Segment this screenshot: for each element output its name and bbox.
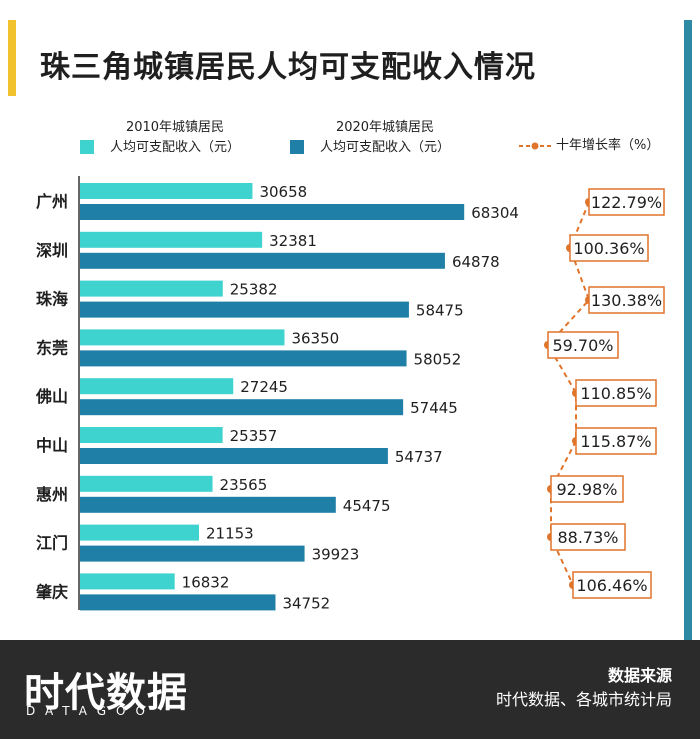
growth-box-8 — [572, 571, 652, 599]
footer-bar: 时代数据 DATAGOO 数据来源 时代数据、各城市统计局 — [0, 640, 700, 739]
growth-label-2: 130.38% — [591, 291, 662, 310]
bar-2010-5 — [80, 427, 223, 443]
bar-2020-3 — [80, 350, 407, 367]
category-label-1: 深圳 — [36, 241, 68, 260]
bar-label-2020-1: 64878 — [452, 253, 500, 271]
category-label-2: 珠海 — [36, 290, 68, 309]
category-label-4: 佛山 — [35, 387, 68, 406]
bar-2020-0 — [80, 204, 465, 220]
legend-label-2010-line2: 人均可支配收入（元） — [109, 140, 240, 155]
source-text: 时代数据、各城市统计局 — [495, 690, 672, 709]
bar-label-2020-0: 68304 — [471, 204, 519, 222]
category-label-5: 中山 — [36, 436, 68, 455]
bar-label-2010-3: 36350 — [291, 329, 339, 347]
bar-2020-5 — [80, 448, 388, 464]
bar-2020-2 — [80, 301, 409, 318]
bar-2010-6 — [80, 475, 213, 492]
growth-label-6: 92.98% — [556, 480, 617, 499]
bar-2010-2 — [80, 280, 223, 297]
category-label-7: 江门 — [36, 534, 68, 553]
bar-label-2020-5: 54737 — [395, 448, 443, 466]
bar-label-2010-4: 27245 — [240, 378, 288, 396]
legend-swatch-2010 — [80, 140, 94, 154]
growth-label-5: 115.87% — [580, 432, 651, 451]
legend-label-2020-line1: 2020年城镇居民 — [335, 120, 435, 135]
legend-label-growth: 十年增长率（%） — [556, 138, 660, 153]
bar-2010-0 — [80, 183, 253, 199]
bar-2010-1 — [80, 231, 263, 248]
bar-label-2010-8: 16832 — [182, 573, 230, 591]
growth-box-1 — [569, 234, 649, 262]
bar-2010-8 — [80, 573, 175, 590]
right-edge-bar — [684, 20, 692, 640]
brand-logo: 时代数据 — [24, 670, 188, 716]
bar-2010-3 — [80, 329, 285, 346]
category-label-0: 广州 — [36, 192, 68, 211]
bar-2020-7 — [80, 545, 305, 562]
bar-label-2010-7: 21153 — [206, 525, 254, 543]
title-accent-bar — [8, 20, 16, 96]
growth-label-3: 59.70% — [552, 336, 613, 355]
bar-label-2010-6: 23565 — [220, 476, 268, 494]
growth-label-1: 100.36% — [573, 239, 644, 258]
growth-label-4: 110.85% — [580, 384, 651, 403]
bar-2020-6 — [80, 496, 336, 513]
growth-box-3 — [547, 331, 619, 359]
brand-subtitle: DATAGOO — [26, 704, 155, 718]
growth-label-0: 122.79% — [591, 193, 662, 212]
legend-label-2020-line2: 人均可支配收入（元） — [319, 140, 450, 155]
bar-label-2020-3: 58052 — [414, 350, 462, 368]
legend-swatch-2020 — [290, 140, 304, 154]
bar-label-2020-7: 39923 — [312, 546, 360, 564]
growth-box-2 — [588, 286, 665, 314]
growth-label-7: 88.73% — [557, 528, 618, 547]
bar-2020-1 — [80, 252, 445, 269]
legend-growth-marker — [519, 142, 551, 150]
category-label-8: 肇庆 — [35, 582, 68, 601]
bar-label-2010-2: 25382 — [230, 281, 278, 299]
bar-chart: 30658 68304 广州 32381 64878 深圳 25382 58475 珠海 3635… — [35, 176, 665, 612]
growth-box-4 — [575, 379, 657, 407]
category-label-3: 东莞 — [36, 338, 68, 357]
growth-box-5 — [575, 427, 657, 455]
bar-label-2010-0: 30658 — [259, 183, 307, 201]
bar-label-2010-1: 32381 — [269, 232, 317, 250]
growth-line — [546, 201, 591, 586]
bar-label-2020-8: 34752 — [282, 594, 330, 612]
growth-label-8: 106.46% — [576, 576, 647, 595]
bar-2010-7 — [80, 524, 199, 541]
chart-title: 珠三角城镇居民人均可支配收入情况 — [40, 50, 536, 85]
category-label-6: 惠州 — [36, 485, 68, 504]
source-title: 数据来源 — [607, 666, 672, 685]
growth-box-6 — [550, 475, 624, 503]
growth-box-7 — [550, 523, 626, 551]
legend-label-2010-line1: 2010年城镇居民 — [125, 120, 225, 135]
growth-box-0 — [588, 188, 665, 216]
bar-label-2020-6: 45475 — [343, 497, 391, 515]
bar-label-2010-5: 25357 — [230, 427, 278, 445]
bar-2010-4 — [80, 378, 234, 395]
bar-2020-8 — [80, 594, 276, 611]
bar-label-2020-2: 58475 — [416, 302, 464, 320]
bar-label-2020-4: 57445 — [410, 399, 458, 417]
bar-2020-4 — [80, 399, 404, 416]
